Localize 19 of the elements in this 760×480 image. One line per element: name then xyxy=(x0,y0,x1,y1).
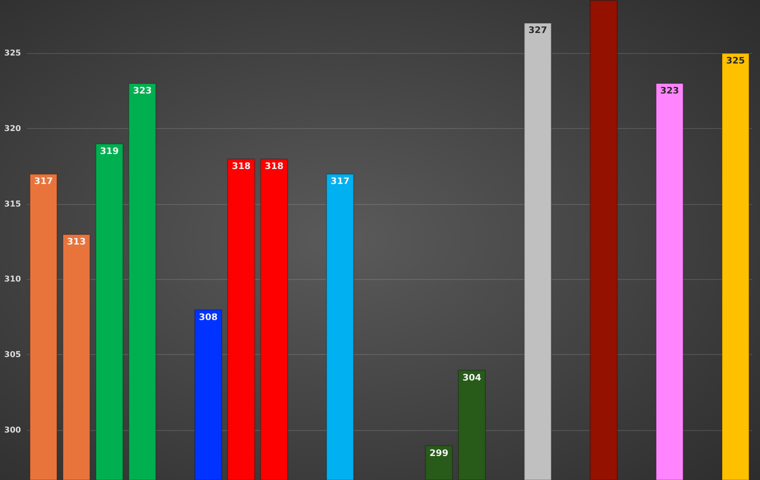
data-label: 317 xyxy=(34,177,53,188)
data-label: 323 xyxy=(660,86,680,97)
y-tick-label: 320 xyxy=(4,124,22,133)
data-label: 318 xyxy=(232,162,251,172)
data-label: 299 xyxy=(430,448,448,459)
data-label: 327 xyxy=(528,26,548,36)
y-tick-label: 305 xyxy=(4,350,22,360)
y-tick-label: 300 xyxy=(4,426,22,435)
data-label: 308 xyxy=(198,312,218,323)
y-tick-label: 325 xyxy=(4,48,22,58)
y-tick-label: 310 xyxy=(4,274,22,284)
y-tick-label: 315 xyxy=(4,199,22,208)
data-label: 323 xyxy=(132,86,152,97)
data-label: 318 xyxy=(264,162,284,172)
data-label: 317 xyxy=(330,177,350,188)
data-label: 325 xyxy=(726,56,745,66)
data-label: 304 xyxy=(462,373,482,384)
data-label: 319 xyxy=(100,146,119,157)
data-label: 313 xyxy=(67,237,86,248)
